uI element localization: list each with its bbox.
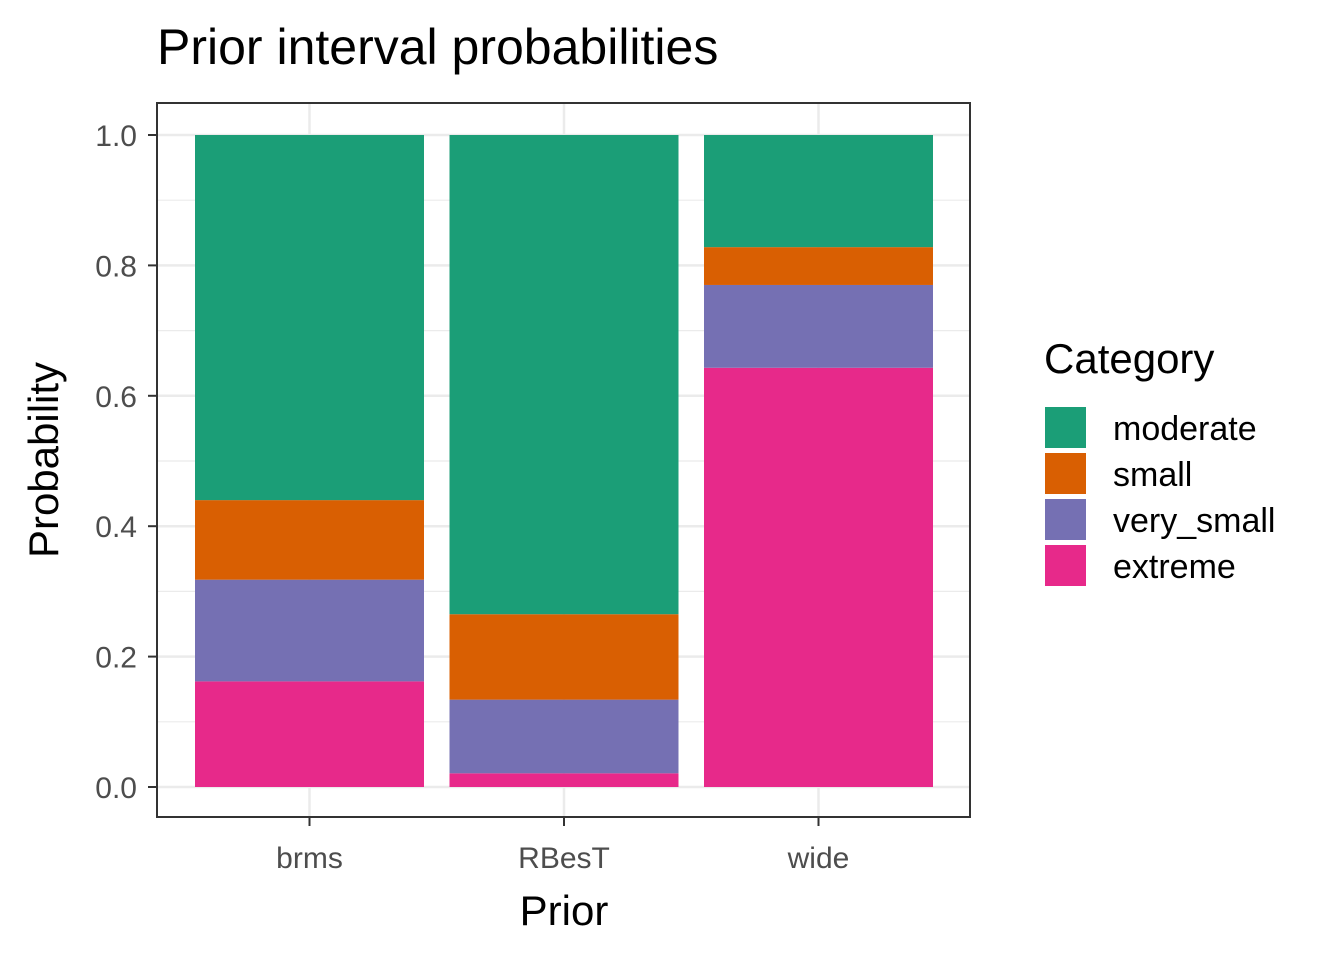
legend-title: Category (1044, 335, 1214, 382)
bar-segment-rbest-extreme (449, 773, 679, 787)
bar-segment-brms-extreme (195, 681, 424, 787)
bar-segment-wide-extreme (704, 367, 933, 787)
x-tick-label-rbest: RBesT (518, 842, 610, 875)
legend-key-very-small (1043, 497, 1088, 542)
bar-segment-rbest-moderate (449, 135, 679, 615)
y-tick-label: 0.4 (95, 511, 137, 544)
x-tick-label-brms: brms (276, 842, 343, 875)
y-tick-label: 0.2 (95, 642, 137, 675)
legend-key-extreme (1043, 543, 1088, 588)
bars (195, 135, 933, 787)
y-axis-title: Probability (20, 362, 67, 558)
y-tick-label: 0.8 (95, 250, 137, 283)
bar-segment-brms-small (195, 500, 424, 580)
legend-label-extreme: extreme (1113, 548, 1236, 586)
bar-segment-wide-very-small (704, 284, 933, 368)
bar-segment-rbest-very-small (449, 699, 679, 774)
chart-title: Prior interval probabilities (157, 19, 718, 75)
bar-segment-wide-moderate (704, 135, 933, 248)
legend-key-small (1043, 451, 1088, 496)
legend-label-very-small: very_small (1113, 502, 1275, 540)
legend-key-moderate (1043, 405, 1088, 450)
y-axis: 0.0 0.2 0.4 0.6 0.8 1.0 (95, 120, 157, 805)
bar-segment-brms-very-small (195, 579, 424, 682)
x-tick-label-wide: wide (787, 842, 850, 875)
bar-segment-wide-small (704, 247, 933, 285)
legend-label-small: small (1113, 456, 1192, 494)
y-tick-label: 1.0 (95, 120, 137, 153)
y-tick-label: 0.0 (95, 772, 137, 805)
legend-label-moderate: moderate (1113, 410, 1257, 448)
bar-segment-brms-moderate (195, 135, 424, 501)
x-axis-title: Prior (520, 887, 609, 934)
x-axis: brms RBesT wide (276, 817, 849, 875)
bar-segment-rbest-small (449, 614, 679, 700)
y-tick-label: 0.6 (95, 381, 137, 414)
